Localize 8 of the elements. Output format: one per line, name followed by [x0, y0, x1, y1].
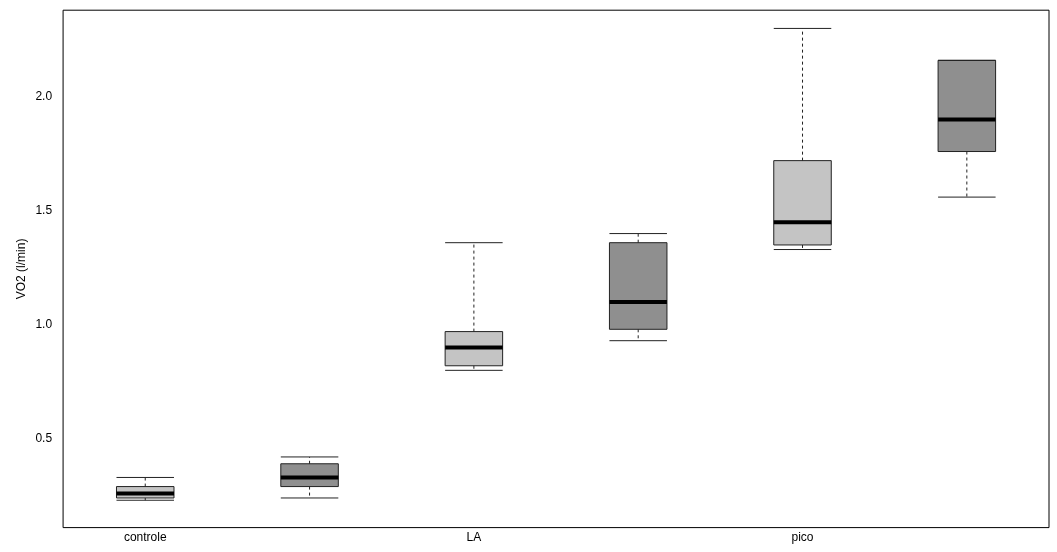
x-tick-label: pico — [791, 530, 814, 545]
y-tick-label: 0.5 — [35, 431, 53, 446]
x-tick-label: LA — [466, 530, 482, 545]
y-tick-label: 1.5 — [35, 203, 53, 218]
y-axis-title: VO2 (l/min) — [13, 238, 28, 300]
x-tick-label: controle — [123, 530, 167, 545]
y-tick-label: 1.0 — [35, 317, 53, 332]
y-tick-label: 2.0 — [35, 89, 53, 104]
